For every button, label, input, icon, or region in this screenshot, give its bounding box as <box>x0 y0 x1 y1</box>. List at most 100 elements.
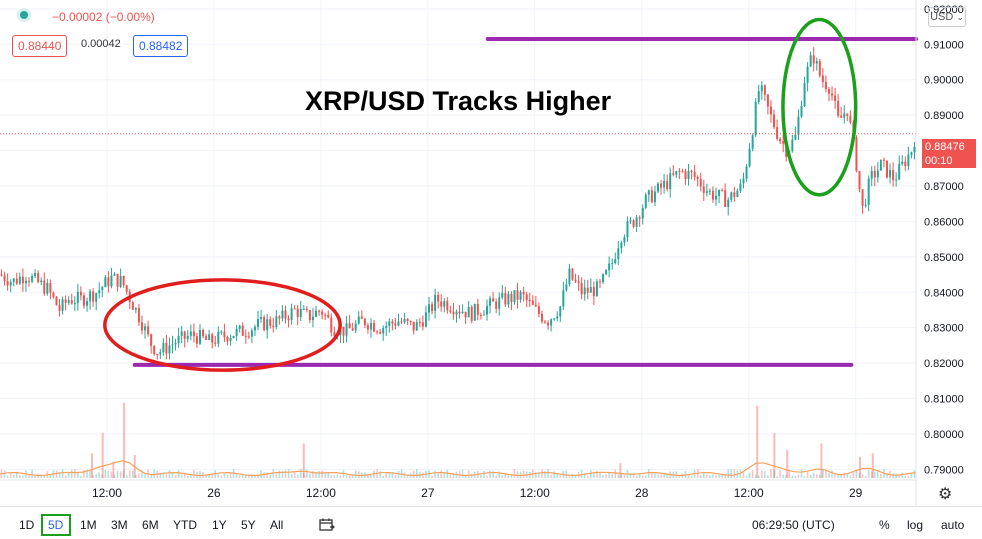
volume-series <box>0 402 917 478</box>
ask-price-button[interactable]: 0.88482 <box>133 35 189 57</box>
range-button-1y[interactable]: 1Y <box>212 518 227 532</box>
candle-body <box>137 308 140 323</box>
price-tick-label: 0.90000 <box>924 75 964 87</box>
candle-body <box>168 345 171 354</box>
volume-bar <box>727 469 730 478</box>
candle-body <box>895 179 898 181</box>
candle-body <box>742 178 745 184</box>
annotation-ellipses <box>103 17 858 372</box>
volume-bar <box>699 474 702 478</box>
price-tick-label: 0.91000 <box>924 39 964 51</box>
candle-body <box>525 294 528 301</box>
volume-bar <box>886 473 888 478</box>
candle-body <box>864 204 867 206</box>
candle-body <box>699 179 702 187</box>
volume-bar <box>568 475 571 478</box>
range-button-ytd[interactable]: YTD <box>173 518 197 532</box>
grid-lines <box>0 0 916 480</box>
candle-body <box>598 281 601 283</box>
candle-body <box>202 330 205 337</box>
volume-bar <box>706 474 708 478</box>
volume-bar <box>193 470 195 478</box>
candle-body <box>354 323 357 331</box>
volume-bar <box>43 475 46 478</box>
candle-body <box>870 170 873 179</box>
candle-body <box>116 273 119 287</box>
volume-bar <box>904 475 907 478</box>
candle-body <box>568 268 571 285</box>
volume-bar <box>590 470 592 478</box>
range-button-5y[interactable]: 5Y <box>241 518 256 532</box>
volume-bar <box>559 475 562 478</box>
candle-body <box>397 321 400 326</box>
bid-price-button[interactable]: 0.88440 <box>12 35 68 57</box>
time-tick-label: 26 <box>207 486 221 500</box>
candle-body <box>198 330 201 344</box>
volume-bar <box>666 473 668 478</box>
candle-body <box>586 287 589 293</box>
candle-body <box>660 183 663 188</box>
range-button-1d[interactable]: 1D <box>19 518 35 532</box>
volume-bar <box>870 471 873 478</box>
candle-body <box>101 287 104 291</box>
range-button-6m[interactable]: 6M <box>142 518 159 532</box>
candle-body <box>232 336 235 338</box>
volume-bar <box>67 472 70 478</box>
candle-body <box>617 248 620 259</box>
candle-body <box>638 217 641 219</box>
volume-bar <box>168 470 171 478</box>
volume-spike <box>871 453 874 478</box>
volume-bar <box>495 475 497 478</box>
candle-body <box>592 287 595 297</box>
auto-scale-toggle[interactable]: auto <box>941 518 965 532</box>
candle-body <box>241 325 244 336</box>
range-button-3m[interactable]: 3M <box>111 518 128 532</box>
candle-body <box>308 310 311 321</box>
volume-bar <box>150 474 152 478</box>
volume-bar <box>623 474 626 478</box>
last-price-tag: 0.88476 00:10 <box>922 139 976 168</box>
percent-scale-toggle[interactable]: % <box>879 518 890 532</box>
candle-body <box>220 331 223 333</box>
volume-bar <box>104 469 107 478</box>
candle-body <box>434 295 437 311</box>
range-button-5d[interactable]: 5D <box>48 518 64 532</box>
volume-bar <box>321 470 323 478</box>
volume-bar <box>437 473 439 478</box>
candle-body <box>406 318 409 321</box>
candle-body <box>214 342 217 344</box>
candle-body <box>424 312 427 327</box>
volume-bar <box>351 474 354 478</box>
candle-body <box>461 311 464 314</box>
range-button-1m[interactable]: 1M <box>80 518 97 532</box>
log-scale-toggle[interactable]: log <box>907 518 924 532</box>
volume-bar <box>12 474 15 478</box>
currency-selector[interactable]: USD ⌄ <box>928 7 966 27</box>
volume-bar <box>657 474 659 478</box>
candle-body <box>452 311 455 315</box>
range-button-all[interactable]: All <box>270 518 284 532</box>
date-range-icon[interactable] <box>319 518 335 535</box>
volume-bar <box>614 469 617 478</box>
volume-bar <box>458 470 461 478</box>
volume-bar <box>840 473 842 478</box>
gear-icon[interactable]: ⚙ <box>938 486 953 503</box>
candle-body <box>421 322 424 327</box>
candle-body <box>876 170 879 178</box>
price-tick-label: 0.80000 <box>924 429 964 441</box>
volume-bar <box>229 472 232 478</box>
utc-clock[interactable]: 06:29:50 (UTC) <box>752 518 835 532</box>
candle-body <box>113 273 116 276</box>
volume-bar <box>608 471 610 478</box>
volume-bar <box>913 470 916 478</box>
candle-body <box>363 318 366 326</box>
candle-body <box>134 308 137 310</box>
candle-body <box>315 310 318 317</box>
price-tick-label: 0.87000 <box>924 181 964 193</box>
volume-bar <box>190 474 192 478</box>
volume-bar <box>3 470 6 478</box>
candle-body <box>281 310 284 319</box>
candle-body <box>693 171 696 177</box>
